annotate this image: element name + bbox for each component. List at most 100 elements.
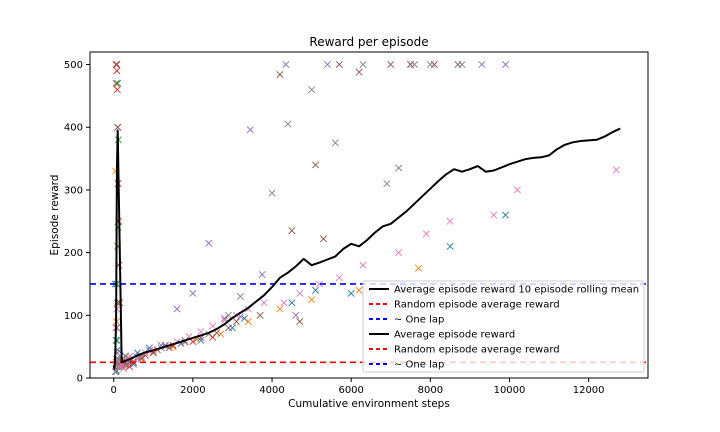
legend-label-2: ~ One lap [394,315,444,326]
data-point-s3-2 [113,86,121,94]
data-point-s6-28 [513,186,521,194]
x-axis-label: Cumulative environment steps [288,398,450,410]
data-point-s5-13 [232,318,240,326]
data-point-s2-3 [113,299,121,307]
y-axis-label: Episode reward [49,175,61,256]
data-point-s4-12 [221,314,229,322]
data-point-s6-29 [612,166,620,174]
data-point-s5-16 [288,227,296,235]
y-tick-label-1: 100 [64,311,83,322]
data-point-s7-7 [224,311,233,319]
y-tick-label-5: 500 [64,60,83,71]
data-point-s0-23 [502,211,510,219]
data-point-s6-22 [335,274,343,282]
x-tick-label-6: 12000 [573,385,605,396]
x-tick-label-3: 6000 [338,385,363,396]
legend-label-5: ~ One lap [394,360,444,371]
axes-frame [89,51,649,379]
data-point-s6-19 [280,299,288,307]
data-point-s5-12 [224,324,233,332]
data-point-s5-20 [335,61,343,69]
data-point-s6-18 [260,299,268,307]
legend-label-4: Random episode average reward [394,345,560,356]
data-point-s6-26 [446,217,454,225]
legend-label-0: Average episode reward 10 episode rollin… [394,285,639,296]
x-tick-label-2: 4000 [259,385,284,396]
data-point-s7-17 [426,61,434,69]
data-point-s7-14 [383,180,391,188]
data-point-s1-13 [217,330,225,338]
data-point-s5-15 [276,71,284,79]
data-point-s7-13 [359,61,367,69]
data-point-s4-15 [258,271,266,279]
x-tick-label-0: 0 [111,385,117,396]
data-point-s6-4 [120,365,128,373]
data-point-s5-6 [137,354,145,362]
legend-box [362,280,645,373]
data-point-s3-1 [113,67,121,75]
data-point-s1-16 [308,296,316,304]
data-point-s2-0 [112,368,120,376]
data-point-s4-14 [246,126,254,134]
x-tick-label-4: 8000 [418,385,443,396]
data-point-s4-10 [189,289,197,297]
data-point-s6-23 [359,261,367,269]
data-point-s4-0 [111,368,119,376]
data-point-s7-18 [458,61,466,69]
data-point-s7-16 [410,61,419,69]
legend-label-1: Random episode average reward [394,300,560,311]
data-point-s1-18 [414,264,422,272]
data-point-s7-9 [268,189,276,197]
data-point-s7-8 [236,292,244,301]
data-point-s2-7 [114,79,122,87]
data-point-s6-25 [422,230,430,238]
data-point-s4-11 [205,239,213,247]
data-point-s5-17 [296,318,304,326]
y-tick-label-3: 300 [64,185,83,196]
axes: 0 2000 4000 6000 8000 10000 12000 0 100 200 300 400… [64,51,649,396]
data-point-s4-18 [323,61,331,69]
data-point-s6-21 [316,280,324,288]
data-point-s5-0 [112,79,120,87]
data-point-s4-22 [502,61,510,69]
data-point-s0-22 [446,242,454,250]
data-point-s5-22 [387,61,395,69]
data-point-s4-16 [282,61,290,69]
data-point-s1-17 [355,286,363,294]
data-point-s6-24 [395,249,403,257]
y-tick-label-0: 0 [77,374,83,385]
data-point-s0-20 [347,289,355,297]
x-tick-label-5: 10000 [494,385,526,396]
data-point-s5-18 [312,161,320,169]
y-tick-label-4: 400 [64,123,83,134]
y-tick-label-2: 200 [64,248,83,259]
data-point-s1-15 [276,305,284,313]
x-tick-label-1: 2000 [180,385,205,396]
data-point-s4-9 [173,305,181,313]
data-point-s3-0 [112,61,120,69]
data-point-s5-1 [113,61,121,69]
data-point-s6-20 [296,289,304,297]
data-point-s7-15 [395,164,403,172]
rolling-mean-line [112,127,621,370]
legend-label-3: Average episode reward [394,330,515,341]
data-point-s0-18 [288,299,296,307]
data-point-s7-2 [122,361,130,369]
data-point-s4-17 [292,311,300,319]
data-point-s4-21 [478,61,486,69]
data-point-s7-10 [284,120,292,128]
data-point-s0-17 [240,314,248,322]
data-point-s5-21 [355,68,363,76]
data-point-s0-19 [312,286,320,294]
data-point-s6-14 [209,322,217,330]
data-point-s5-14 [256,311,264,319]
chart-title: Reward per episode [309,35,428,49]
data-point-s7-11 [308,86,316,94]
data-point-s7-12 [331,139,339,147]
data-point-s1-14 [244,318,252,326]
data-point-s0-15 [197,336,205,344]
legend: Average episode reward 10 episode rollin… [362,280,645,373]
data-point-s5-2 [114,123,122,131]
